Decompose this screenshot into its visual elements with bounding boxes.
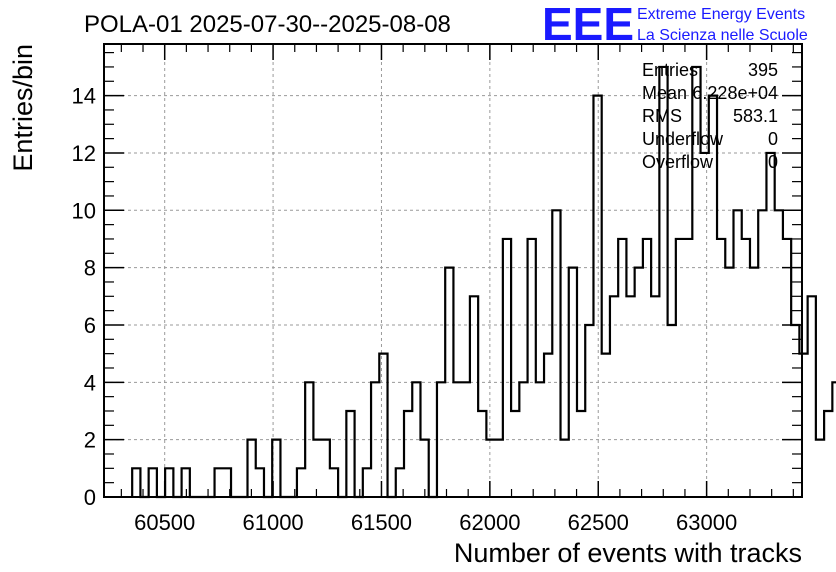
- y-axis-title: Entries/bin: [8, 44, 38, 172]
- stat-value: 0: [768, 129, 778, 149]
- y-tick-label: 2: [84, 428, 96, 453]
- y-tick-label: 6: [84, 313, 96, 338]
- histogram-outline: [131, 65, 836, 499]
- stat-label: Underflow: [642, 129, 724, 149]
- logo-mark: EEE: [542, 0, 634, 50]
- y-tick-label: 8: [84, 256, 96, 281]
- stat-value: 583.1: [733, 106, 778, 126]
- chart-title: POLA-01 2025-07-30--2025-08-08: [84, 11, 451, 38]
- stat-label: RMS: [642, 106, 682, 126]
- axis-ticks: [104, 44, 802, 498]
- logo-line1: Extreme Energy Events: [637, 6, 805, 23]
- x-tick-label: 61000: [242, 510, 303, 535]
- stat-value: 6.228e+04: [692, 83, 778, 103]
- y-tick-label: 14: [72, 84, 96, 109]
- stat-value: 395: [748, 60, 778, 80]
- x-tick-label: 62000: [459, 510, 520, 535]
- y-tick-label: 4: [84, 370, 96, 395]
- y-tick-label: 0: [84, 485, 96, 510]
- stat-value: 0: [768, 152, 778, 172]
- y-tick-label: 10: [72, 198, 96, 223]
- eee-logo: EEE Extreme Energy Events La Scienza nel…: [542, 0, 808, 50]
- stats-box: Entries 395 Mean 6.228e+04 RMS 583.1 Underflow…: [642, 60, 778, 172]
- y-tick-label: 12: [72, 141, 96, 166]
- x-tick-label: 60500: [134, 510, 195, 535]
- tick-labels: 60500 61000 61500 62000 62500 63000 0 2 4 6 8 10 12 1…: [72, 84, 738, 535]
- plot-frame: [103, 43, 803, 498]
- logo-line2: La Scienza nelle Scuole: [637, 27, 808, 44]
- stat-label: Entries: [642, 60, 698, 80]
- stat-label: Overflow: [642, 152, 714, 172]
- x-tick-label: 61500: [351, 510, 412, 535]
- stat-label: Mean: [642, 83, 687, 103]
- x-tick-label: 62500: [568, 510, 629, 535]
- x-tick-label: 63000: [676, 510, 737, 535]
- x-axis-title: Number of events with tracks: [454, 538, 802, 568]
